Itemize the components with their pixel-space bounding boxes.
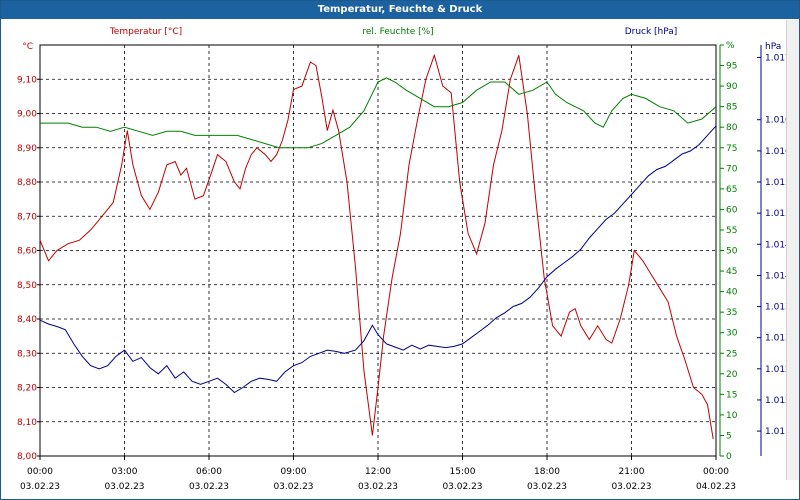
humidity-tick-label: 60 [726,205,738,215]
x-tick-date: 03.02.23 [611,482,651,492]
pressure-tick-label: 1.014 [765,240,787,250]
x-tick-date: 03.02.23 [20,482,60,492]
temperature-tick-label: 8,90 [17,144,37,154]
right-scrollbar[interactable] [786,20,799,480]
temperature-tick-label: 8,60 [17,247,37,257]
pressure-tick-label: 1.014 [765,271,787,281]
temperature-tick-label: 8,20 [17,384,37,394]
legend-humidity: rel. Feuchte [%] [362,27,433,37]
humidity-tick-label: % [726,41,735,51]
humidity-tick-label: 80 [726,123,738,133]
x-tick-date: 03.02.23 [273,482,313,492]
humidity-tick-label: 55 [726,226,737,236]
humidity-tick-label: 85 [726,103,737,113]
temperature-tick-label: 8,30 [17,349,37,359]
humidity-tick-label: 0 [726,452,732,462]
x-tick-date: 03.02.23 [527,482,567,492]
temperature-tick-label: 8,70 [17,212,37,222]
pressure-tick-label: 1.015 [765,209,787,219]
temperature-tick-label: 8,10 [17,418,37,428]
pressure-tick-label: 1.013 [765,303,787,313]
x-tick-date: 03.02.23 [189,482,229,492]
temperature-tick-label: 8,40 [17,315,37,325]
temperature-tick-label: 8,50 [17,281,37,291]
x-tick-date: 03.02.23 [358,482,398,492]
temperature-tick-label: 9,10 [17,75,37,85]
pressure-tick-label: 1.012 [765,365,787,375]
window-title: Temperatur, Feuchte & Druck [1,1,799,19]
pressure-tick-label: 1.012 [765,396,787,406]
x-tick-date: 03.02.23 [442,482,482,492]
x-tick-time: 15:00 [450,467,476,477]
x-tick-time: 18:00 [534,467,560,477]
x-tick-time: 21:00 [619,467,645,477]
humidity-tick-label: 15 [726,390,737,400]
x-tick-time: 12:00 [365,467,391,477]
temperature-axis-unit: °C [22,42,33,52]
legend-pressure: Druck [hPa] [625,27,678,37]
series-line-pressure [39,125,717,394]
pressure-tick-label: 1.016 [765,116,787,126]
humidity-tick-label: 95 [726,62,737,72]
x-tick-time: 03:00 [112,467,138,477]
humidity-tick-label: 25 [726,349,737,359]
x-tick-time: 00:00 [27,467,53,477]
humidity-tick-label: 90 [726,82,738,92]
temperature-tick-label: 9,00 [17,110,37,120]
x-tick-time: 06:00 [196,467,222,477]
series-line-humidity [40,77,717,149]
humidity-tick-label: 75 [726,144,737,154]
pressure-tick-label: 1.011 [765,427,787,437]
humidity-tick-label: 20 [726,370,738,380]
pressure-axis-unit: hPa [765,42,781,52]
humidity-tick-label: 5 [726,431,732,441]
humidity-tick-label: 30 [726,329,738,339]
humidity-tick-label: 50 [726,247,738,257]
humidity-tick-label: 40 [726,288,738,298]
pressure-tick-label: 1.013 [765,334,787,344]
humidity-tick-label: 10 [726,411,738,421]
series-line-temperature [39,53,714,439]
pressure-tick-label: 1.017 [765,53,787,63]
humidity-tick-label: 65 [726,185,737,195]
humidity-tick-label: 70 [726,164,738,174]
temperature-tick-label: 8,80 [17,178,37,188]
x-tick-time: 00:00 [703,467,729,477]
x-tick-date: 04.02.23 [696,482,736,492]
temperature-tick-label: 8,00 [17,452,37,462]
x-tick-time: 09:00 [281,467,307,477]
x-tick-date: 03.02.23 [104,482,144,492]
legend-temperature: Temperatur [°C] [109,27,182,37]
humidity-tick-label: 45 [726,267,737,277]
chart-area: 8,00 8,10 8,20 8,30 8,40 8,50 8,60 8,70 8,80 8,90… [17,27,787,492]
pressure-tick-label: 1.016 [765,147,787,157]
humidity-tick-label: 35 [726,308,737,318]
pressure-tick-label: 1.015 [765,178,787,188]
